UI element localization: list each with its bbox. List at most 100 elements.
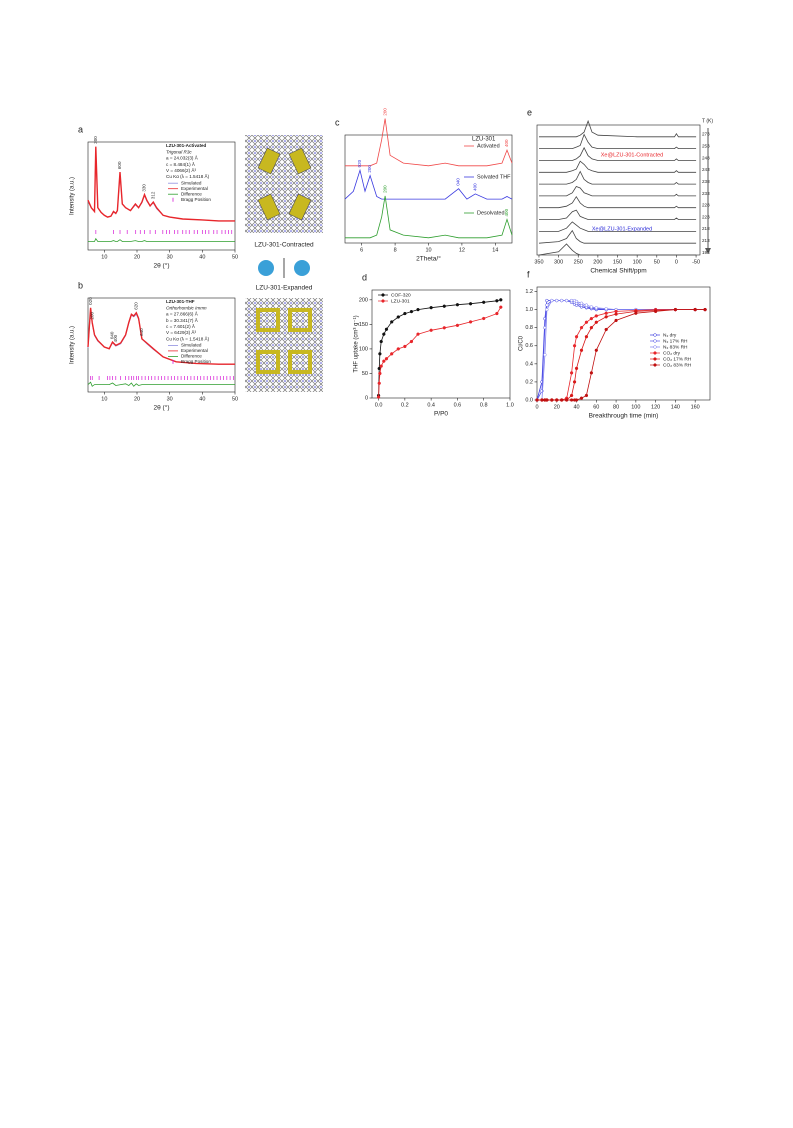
data-marker [429, 328, 433, 332]
data-marker [574, 299, 579, 304]
data-marker [560, 398, 564, 402]
data-marker [429, 306, 433, 310]
x-tick-label: 14 [492, 247, 498, 253]
data-marker [594, 306, 598, 310]
data-marker [604, 315, 608, 319]
y-tick-label: 1.0 [525, 307, 533, 313]
x-tick-label: 50 [232, 396, 238, 402]
data-marker [703, 307, 707, 312]
x-tick-label: 40 [199, 396, 205, 402]
legend-label: 253 [702, 143, 710, 148]
y-axis-label: THF uptake (cm³ g⁻¹) [354, 315, 360, 372]
data-line [88, 237, 235, 242]
x-axis-label: 2θ (°) [154, 262, 170, 270]
legend-label: Simulated [181, 180, 202, 185]
data-marker [545, 307, 549, 312]
peak-label: 600 [117, 161, 122, 169]
data-marker [376, 395, 381, 399]
legend-label: 233 [702, 191, 710, 196]
data-marker [396, 315, 400, 319]
data-marker [396, 347, 400, 351]
structure-label: LZU-301-Expanded [256, 285, 313, 292]
legend-label: Experimental [181, 348, 208, 353]
info-line: c = 8.484(1) Å [166, 161, 196, 167]
legend-label: Solvated THF [477, 174, 511, 180]
data-line [87, 148, 235, 222]
data-marker [482, 300, 486, 304]
x-tick-label: 40 [199, 254, 205, 260]
legend-label: CO₂ 17% RH [663, 356, 692, 362]
legend-marker [653, 339, 657, 343]
x-tick-label: 30 [167, 254, 173, 260]
data-line [537, 309, 706, 401]
legend-label: COF-320 [391, 292, 411, 298]
data-line [378, 299, 501, 396]
data-marker [390, 352, 394, 356]
y-tick-label: 0.6 [525, 343, 533, 349]
info-line: Orthorhombic Immn [166, 305, 207, 310]
legend-label: Simulated [181, 343, 202, 348]
data-marker [416, 307, 420, 312]
legend-label: CO₂ 83% RH [663, 362, 692, 368]
x-tick-label: 6 [360, 247, 363, 253]
data-marker [499, 305, 503, 309]
data-marker [594, 348, 598, 352]
data-marker [604, 307, 608, 311]
data-marker [572, 380, 577, 384]
legend-label: 248 [702, 155, 710, 160]
data-marker [384, 327, 389, 331]
x-tick-label: 140 [671, 404, 680, 410]
data-marker [572, 344, 577, 348]
x-tick-label: 20 [134, 254, 140, 260]
x-tick-label: 40 [573, 404, 579, 410]
x-tick-label: 0.2 [401, 402, 409, 408]
data-marker [382, 332, 386, 336]
x-tick-label: 80 [613, 404, 619, 410]
x-tick-label: 0.6 [454, 402, 462, 408]
data-marker [409, 339, 414, 344]
legend-label: 218 [702, 226, 710, 231]
data-marker [693, 307, 697, 312]
data-marker [403, 311, 407, 316]
data-marker [574, 335, 579, 339]
legend-marker [653, 333, 657, 337]
legend-label: N₂ dry [663, 332, 677, 338]
peak-label: 200 [382, 108, 387, 116]
legend-label: 193 [702, 250, 710, 255]
data-marker [565, 398, 569, 402]
x-tick-label: 120 [651, 404, 660, 410]
x-tick-label: 100 [633, 259, 642, 265]
x-tick-label: 0.4 [427, 402, 435, 408]
info-line: Cu Kα (λ = 1.5418 Å) [166, 335, 210, 341]
data-marker [409, 309, 414, 314]
legend-label: Activated [477, 143, 500, 149]
legend-label: Bragg Position [181, 359, 211, 364]
data-line [87, 146, 235, 222]
channel [288, 193, 312, 221]
x-tick-label: 12 [459, 247, 465, 253]
data-marker [584, 320, 589, 324]
x-tick-label: 30 [167, 396, 173, 402]
peak-label: 640 [139, 328, 144, 336]
xe-sphere [258, 260, 274, 276]
data-marker [550, 398, 554, 402]
temperature-arrowhead [705, 248, 711, 254]
panel-label: b [78, 280, 83, 290]
legend-marker [381, 293, 385, 297]
info-line: a = 24.032(3) Å [166, 155, 199, 161]
data-marker [495, 299, 499, 303]
info-line: b = 30.341(7) Å [166, 317, 199, 323]
data-line [539, 146, 697, 161]
peak-label: 400 [113, 334, 118, 342]
x-tick-label: 0 [675, 259, 678, 265]
data-line [344, 168, 513, 200]
annotation: Xe@LZU-301-Contracted [601, 152, 663, 158]
x-axis-label: 2θ (°) [154, 404, 170, 412]
data-marker [614, 309, 618, 314]
data-marker [535, 398, 539, 402]
data-marker [584, 303, 589, 307]
data-marker [540, 398, 544, 402]
peak-label: 400 [504, 139, 509, 147]
legend-label: Bragg Position [181, 197, 211, 202]
x-tick-label: 0.0 [375, 402, 383, 408]
